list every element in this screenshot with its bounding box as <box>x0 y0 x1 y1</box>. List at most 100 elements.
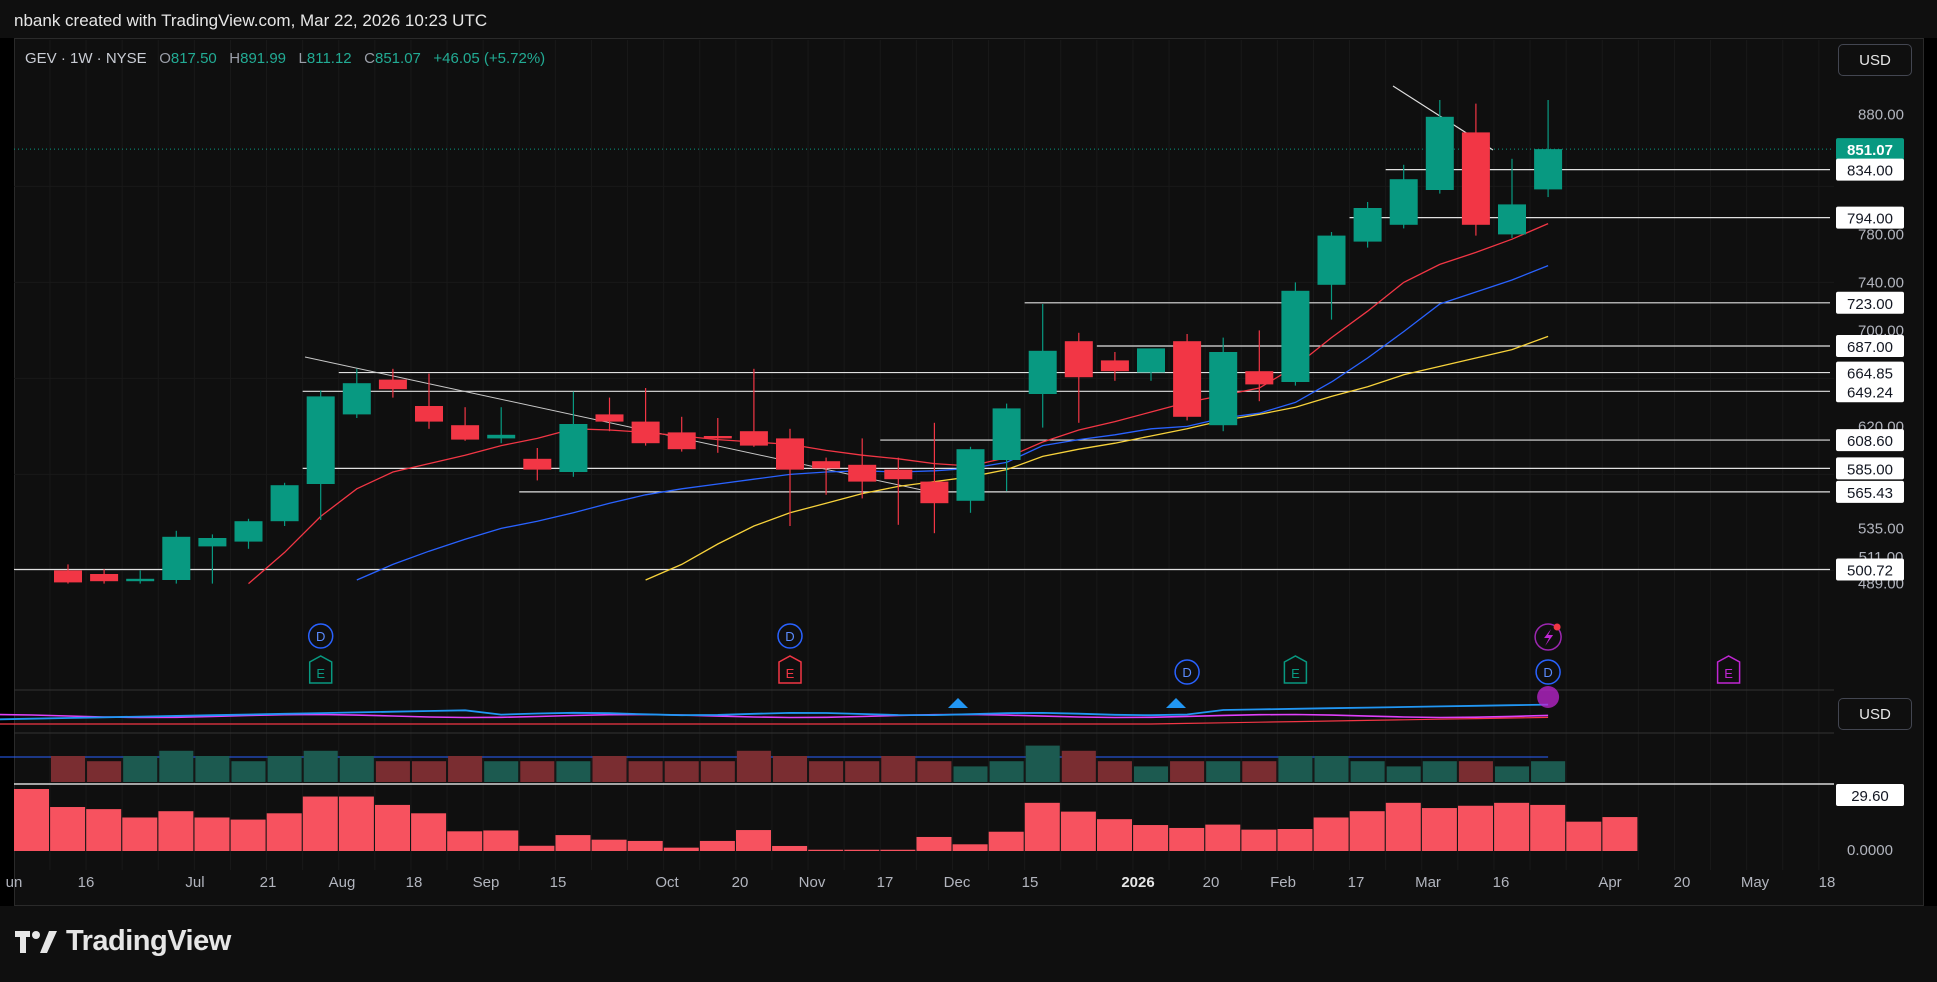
notification-dot <box>1553 623 1561 631</box>
earnings-shape <box>1716 655 1741 684</box>
candle <box>270 482 299 526</box>
earnings-label: E <box>1291 666 1300 681</box>
candle <box>956 446 985 513</box>
volume-bar <box>411 761 447 782</box>
candle-body <box>54 570 82 583</box>
volume-bar <box>195 756 230 782</box>
candle-body <box>1317 235 1346 285</box>
brand-name: TradingView <box>66 925 231 957</box>
candle-body <box>234 521 263 542</box>
level-badge-label: 834.00 <box>1847 163 1893 180</box>
volume-bar <box>267 756 302 782</box>
candle-body <box>1064 341 1093 378</box>
level-badge-label: 723.00 <box>1847 296 1893 313</box>
volume-bar <box>809 761 844 782</box>
histogram-bar <box>447 831 483 851</box>
time-tick-label: Jul <box>185 874 204 891</box>
legend-change: +46.05 (+5.72%) <box>433 50 546 67</box>
candle-body <box>1137 348 1165 373</box>
candle <box>595 397 624 432</box>
candle <box>342 368 371 418</box>
histogram-bar <box>808 849 844 851</box>
price-tick-label: 780.00 <box>1858 226 1904 243</box>
candle <box>559 391 588 477</box>
volume-bar <box>303 750 338 782</box>
candle <box>54 564 82 584</box>
earnings-shape <box>778 655 802 684</box>
currency-button-main[interactable]: USD <box>1838 44 1912 76</box>
level-badge <box>1836 361 1904 384</box>
histogram-bar <box>952 844 988 851</box>
candle-body <box>1498 204 1526 235</box>
volume-bar <box>1097 761 1132 782</box>
volume-bar <box>1206 761 1241 782</box>
candle <box>523 448 552 481</box>
candle-body <box>703 436 732 439</box>
dividend-marker: D <box>777 623 803 649</box>
moving-average-line <box>248 223 1549 585</box>
legend-low-label: L <box>298 50 307 67</box>
dividend-label: D <box>785 629 794 644</box>
histogram-bar <box>1205 824 1241 851</box>
earnings-shape <box>308 655 333 684</box>
histogram-bar <box>483 830 519 851</box>
histogram-bar <box>194 817 230 851</box>
histogram-bar <box>1133 825 1169 851</box>
candle <box>1534 100 1563 198</box>
level-badge-label: 664.85 <box>1847 366 1893 383</box>
histogram-bar <box>880 849 916 851</box>
histogram-bar <box>844 849 880 851</box>
volume-bar <box>448 756 483 782</box>
histogram-bar <box>1494 802 1530 851</box>
candle <box>1028 304 1057 428</box>
histogram-bar <box>591 839 627 851</box>
chart-credit: nbank created with TradingView.com, Mar … <box>14 11 488 30</box>
candle-body <box>595 414 624 422</box>
candle <box>234 518 263 549</box>
oscillator-end-marker <box>1537 686 1560 708</box>
volume-bar <box>1458 761 1493 782</box>
histogram-bar <box>736 830 771 851</box>
histogram-bar <box>1169 827 1205 851</box>
volume-bar <box>123 756 158 782</box>
candle-body <box>739 431 768 446</box>
candle-body <box>848 464 877 482</box>
histogram-bar <box>1421 808 1457 851</box>
candle <box>1209 337 1238 432</box>
time-tick-label: Oct <box>655 874 679 891</box>
candle <box>126 570 155 584</box>
volume-bar <box>736 750 771 782</box>
tradingview-logo[interactable]: TradingView <box>14 925 231 958</box>
dividend-marker: D <box>307 623 334 649</box>
time-tick-label: 16 <box>1493 874 1510 891</box>
candle-body <box>415 406 443 422</box>
candle-body <box>306 396 335 484</box>
candle-body <box>1534 149 1563 190</box>
candle <box>667 416 696 452</box>
time-tick-label: Apr <box>1598 874 1621 891</box>
volume-bar <box>1494 766 1530 782</box>
candles-layer <box>54 100 1563 584</box>
histogram-bar <box>1024 802 1060 851</box>
currency-button-indicator[interactable]: USD <box>1838 698 1912 730</box>
candle-body <box>1028 350 1057 394</box>
histogram-bar <box>1313 817 1349 851</box>
volume-pane <box>50 745 1566 782</box>
volume-bar <box>628 761 663 782</box>
candle <box>1461 103 1490 236</box>
earnings-label: E <box>1724 666 1733 681</box>
time-tick-label: Aug <box>329 874 356 891</box>
time-tick-label: 21 <box>260 874 277 891</box>
volume-bar <box>1278 756 1313 782</box>
earnings-marker: E <box>778 655 802 684</box>
dividend-label: D <box>1543 665 1552 680</box>
earnings-marker: E <box>308 655 333 684</box>
volume-bar <box>231 761 266 782</box>
candle-body <box>1245 371 1274 385</box>
volume-bar <box>1386 766 1421 782</box>
price-tick-label: 880.00 <box>1858 106 1904 123</box>
dividend-label: D <box>316 629 325 644</box>
candle-body <box>378 379 407 390</box>
price-tick-label: 740.00 <box>1858 274 1904 291</box>
